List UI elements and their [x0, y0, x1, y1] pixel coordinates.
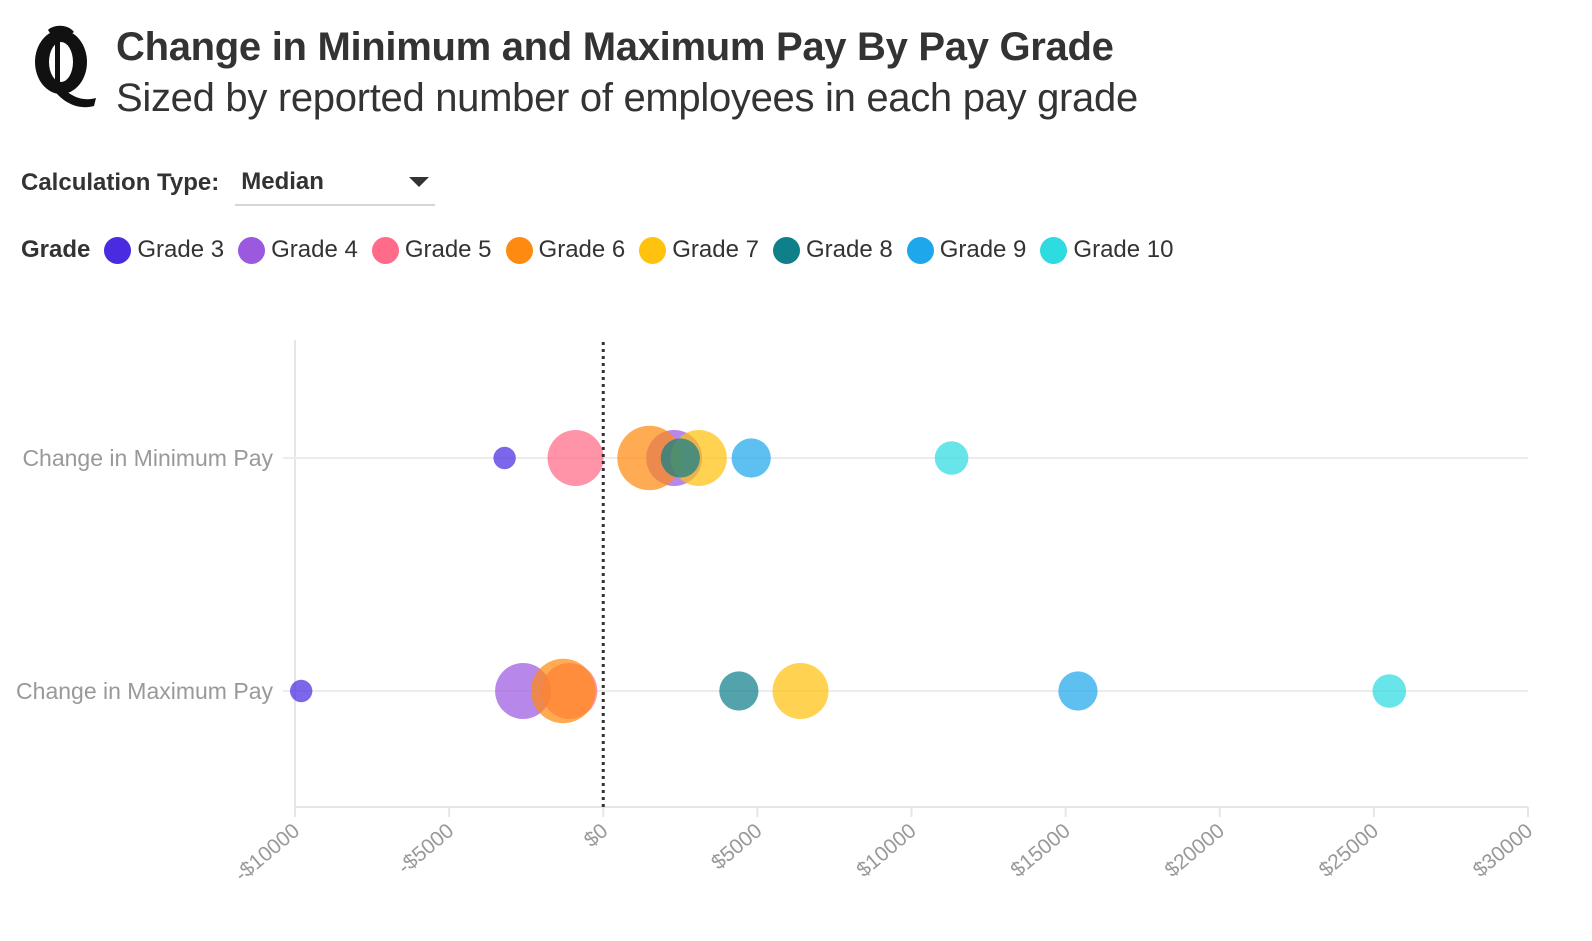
legend-label: Grade 9 [939, 236, 1027, 263]
chart-subtitle: Sized by reported number of employees in… [116, 76, 1138, 120]
bubble-grade-9[interactable]: Grade 9 [1058, 671, 1098, 711]
x-tick-label: $20000 [1160, 819, 1228, 882]
legend-item-grade-5[interactable]: Grade 5 [371, 236, 492, 264]
legend-item-grade-3[interactable]: Grade 3 [104, 236, 224, 264]
y-tick-labels: Change in Minimum Pay Change in Maximum P… [16, 445, 273, 704]
x-tick-label: $0 [580, 819, 613, 852]
legend-swatch-icon [238, 236, 266, 264]
legend-label: Grade 8 [805, 236, 893, 263]
legend-swatch-icon [1040, 236, 1068, 264]
bubble-chart: Change in Minimum Pay Change in Maximum P… [16, 340, 1537, 886]
legend-item-grade-7[interactable]: Grade 7 [639, 236, 759, 264]
bubble-grade-8[interactable]: Grade 8 [719, 671, 759, 711]
legend-item-grade-6[interactable]: Grade 6 [505, 236, 626, 264]
legend-swatch-icon [505, 236, 533, 264]
row-gridlines [283, 457, 1528, 692]
legend-label: Grade 10 [1073, 236, 1174, 263]
legend-swatch-icon [371, 236, 399, 264]
x-tick-label: $30000 [1469, 819, 1537, 882]
bubble-grade-8[interactable]: Grade 8 [660, 438, 700, 478]
bubble-grade-3[interactable]: Grade 3 [493, 446, 516, 470]
calculation-type-value: Median [241, 168, 324, 195]
newspaper-logo-icon [35, 25, 96, 108]
legend-label: Grade 7 [672, 236, 759, 263]
legend-label: Grade 4 [271, 236, 358, 263]
calculation-type-control: Calculation Type: Median [21, 160, 436, 206]
chevron-down-icon [409, 177, 430, 187]
x-tick-label: -$5000 [393, 819, 458, 879]
chart-title: Change in Minimum and Maximum Pay By Pay… [116, 25, 1114, 69]
calculation-type-label: Calculation Type: [21, 169, 220, 196]
bubble-grade-10[interactable]: Grade 10 [1372, 674, 1407, 708]
bubble-grade-6[interactable]: Grade 6 [530, 658, 596, 724]
legend-label: Grade 3 [137, 236, 225, 263]
bubble-grade-10[interactable]: Grade 10 [934, 441, 969, 475]
legend-item-grade-10[interactable]: Grade 10 [1040, 236, 1173, 264]
bubble-grade-7[interactable]: Grade 7 [772, 663, 829, 719]
chart-header: Change in Minimum and Maximum Pay By Pay… [28, 22, 1138, 124]
grade-legend: Grade Grade 3 Grade 4 Grade 5 Grade 6 Gr… [21, 236, 1187, 264]
legend-label: Grade 5 [404, 236, 492, 263]
bubble-grade-9[interactable]: Grade 9 [731, 438, 771, 478]
calculation-type-select[interactable]: Median [235, 160, 436, 206]
x-tick-label: $10000 [852, 819, 920, 882]
legend-swatch-icon [104, 236, 132, 264]
x-tick-label: $5000 [707, 819, 767, 874]
legend-swatch-icon [772, 236, 800, 264]
y-tick-label: Change in Minimum Pay [22, 445, 273, 471]
x-tick-label: $25000 [1315, 819, 1383, 882]
x-tick-label: -$10000 [230, 819, 304, 886]
legend-title: Grade [21, 236, 91, 263]
legend-label: Grade 6 [538, 236, 626, 263]
legend-item-grade-9[interactable]: Grade 9 [906, 236, 1027, 264]
x-tick-labels: -$10000 -$5000 $0 $5000 $10000 $15000 $20000 $2… [230, 807, 1537, 886]
bubble-grade-6[interactable]: Grade 6 [617, 425, 682, 491]
legend-swatch-icon [906, 236, 934, 264]
x-tick-label: $15000 [1006, 819, 1074, 882]
legend-item-grade-8[interactable]: Grade 8 [772, 236, 893, 264]
legend-item-grade-4[interactable]: Grade 4 [238, 236, 358, 264]
bubble-grade-3[interactable]: Grade 3 [289, 679, 313, 703]
y-tick-label: Change in Maximum Pay [16, 678, 273, 704]
legend-swatch-icon [639, 236, 667, 264]
bubble-grade-5[interactable]: Grade 5 [547, 430, 604, 486]
